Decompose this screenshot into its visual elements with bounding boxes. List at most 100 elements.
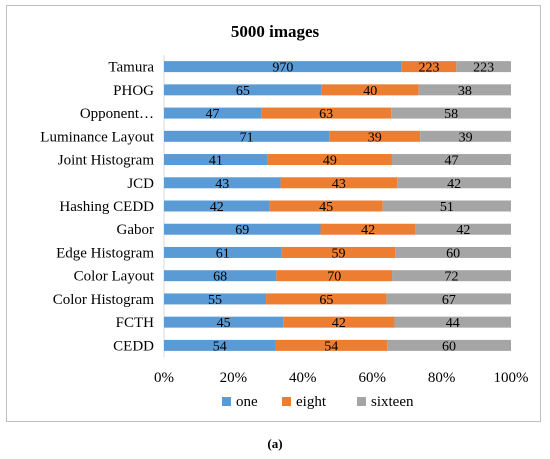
legend-label: one [236, 394, 258, 410]
stacked-bar-chart: 5000 images 970 223 223 Tamura 65 40 38 PHOG 47 6… [40, 22, 529, 410]
data-label: 42 [361, 223, 375, 238]
bar-segment [275, 339, 388, 351]
data-label: 41 [209, 154, 223, 169]
data-label: 54 [213, 339, 227, 354]
legend-swatch [357, 397, 366, 406]
x-tick-label: 100% [494, 370, 529, 386]
data-label: 60 [446, 246, 460, 261]
bar-segment [391, 107, 511, 119]
bar-segment [382, 200, 511, 212]
bar-segment [281, 246, 396, 258]
category-label: PHOG [113, 83, 154, 99]
category-label: Edge Histogram [56, 245, 154, 261]
data-label: 42 [456, 223, 470, 238]
x-tick-label: 60% [358, 370, 386, 386]
bar-segment [420, 130, 511, 142]
data-label: 47 [444, 154, 458, 169]
data-label: 59 [331, 246, 345, 261]
bar-segment [391, 154, 511, 166]
data-label: 49 [323, 154, 337, 169]
x-tick-label: 80% [428, 370, 456, 386]
bar-segment [387, 339, 511, 351]
data-label: 67 [442, 293, 456, 308]
data-label: 39 [459, 130, 473, 145]
data-label: 71 [240, 130, 254, 145]
x-tick-label: 0% [154, 370, 174, 386]
bar-segment [164, 177, 281, 189]
legend-swatch [282, 397, 291, 406]
x-tick-label: 20% [220, 370, 248, 386]
category-label: Luminance Layout [40, 129, 155, 145]
data-label: 47 [206, 107, 220, 122]
data-label: 45 [217, 316, 231, 331]
legend-label: sixteen [371, 394, 414, 410]
data-label: 43 [332, 177, 346, 192]
category-label: Hashing CEDD [59, 199, 154, 215]
category-label: FCTH [116, 315, 155, 331]
bar-segment [164, 246, 282, 258]
bar-segment [394, 316, 511, 328]
data-label: 42 [447, 177, 461, 192]
bar-segment [456, 61, 511, 73]
bar-segment [267, 154, 392, 166]
category-label: Joint Histogram [58, 153, 155, 169]
data-label: 39 [368, 130, 382, 145]
bar-segment [415, 223, 511, 235]
bar-segment [164, 223, 321, 235]
data-label: 70 [327, 270, 341, 285]
data-label: 970 [272, 61, 293, 76]
plot-area: 970 223 223 Tamura 65 40 38 PHOG 47 63 58 Opponent…… [40, 55, 529, 386]
data-label: 43 [215, 177, 229, 192]
bar-segment [320, 223, 416, 235]
bar-segment [418, 84, 511, 96]
bar-segment [395, 246, 511, 258]
data-label: 58 [444, 107, 458, 122]
data-label: 68 [213, 270, 227, 285]
data-label: 63 [319, 107, 333, 122]
category-label: JCD [127, 176, 154, 192]
data-label: 44 [446, 316, 460, 331]
data-label: 40 [363, 84, 377, 99]
figure-caption: (a) [267, 436, 283, 451]
bar-segment [276, 270, 393, 282]
legend-swatch [222, 397, 231, 406]
category-label: Tamura [108, 60, 154, 76]
legend-label: eight [296, 394, 327, 410]
data-label: 72 [445, 270, 459, 285]
data-label: 42 [332, 316, 346, 331]
bar-segment [164, 130, 330, 142]
bar-segment [164, 270, 277, 282]
data-label: 223 [419, 61, 440, 76]
bar-segment [164, 316, 284, 328]
bar-segment [280, 177, 398, 189]
data-label: 65 [236, 84, 250, 99]
bar-segment [164, 200, 270, 212]
category-label: Color Layout [74, 269, 155, 285]
bar-segment [321, 84, 419, 96]
bar-segment [386, 293, 511, 305]
bar-segment [392, 270, 511, 282]
category-label: Gabor [117, 222, 155, 238]
bar-segment [164, 154, 268, 166]
chart-title: 5000 images [231, 22, 320, 41]
bar-segment [164, 61, 402, 73]
bar-segment [164, 339, 276, 351]
data-label: 55 [208, 293, 222, 308]
data-label: 45 [319, 200, 333, 215]
category-label: Opponent… [80, 106, 154, 122]
bar-segment [329, 130, 421, 142]
bar-segment [283, 316, 395, 328]
category-label: Color Histogram [53, 292, 155, 308]
x-tick-label: 40% [289, 370, 317, 386]
bar-segment [164, 293, 267, 305]
bar-segment [269, 200, 383, 212]
data-label: 38 [458, 84, 472, 99]
data-label: 61 [216, 246, 230, 261]
data-label: 69 [235, 223, 249, 238]
data-label: 51 [440, 200, 454, 215]
legend: one eight sixteen [222, 394, 414, 410]
data-label: 60 [442, 339, 456, 354]
data-label: 54 [324, 339, 338, 354]
chart-frame: 5000 images 970 223 223 Tamura 65 40 38 PHOG 47 6… [6, 5, 541, 422]
bar-segment [401, 61, 457, 73]
